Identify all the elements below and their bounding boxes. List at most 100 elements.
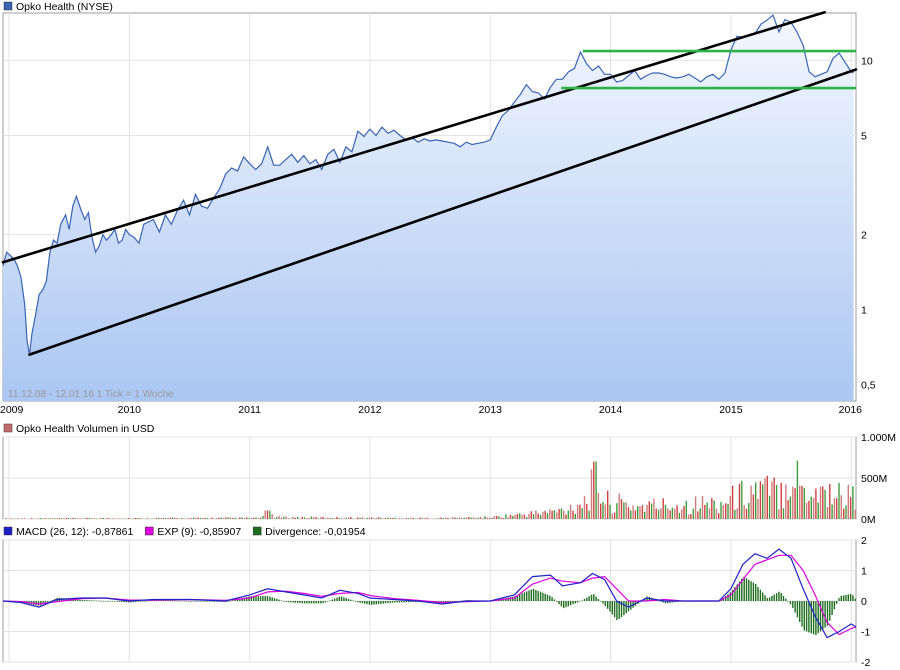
divergence-bar [165, 600, 167, 601]
divergence-bar [514, 596, 516, 601]
divergence-bar [787, 601, 789, 602]
volume-bar [246, 517, 248, 519]
volume-bar [669, 510, 671, 519]
macd-legend-swatch [252, 526, 262, 536]
volume-bar [5, 518, 7, 519]
divergence-bar [734, 587, 736, 601]
volume-bar [197, 517, 199, 519]
volume-bar [586, 503, 588, 519]
x-tick-label: 2009 [0, 404, 24, 416]
volume-bar [641, 505, 644, 519]
volume-bar [454, 517, 456, 519]
volume-bar [21, 518, 23, 519]
volume-bar [736, 508, 738, 519]
divergence-bar [667, 601, 669, 604]
divergence-bar [188, 601, 190, 602]
volume-bar [833, 498, 836, 519]
volume-bar [687, 514, 690, 519]
divergence-bar [197, 601, 199, 602]
volume-bar [766, 475, 768, 519]
volume-bar [532, 514, 535, 519]
volume-bar [815, 488, 817, 519]
volume-bar [748, 502, 750, 519]
divergence-bar [317, 601, 320, 604]
y-tick-label: 10 [861, 55, 873, 67]
volume-bar [206, 518, 209, 519]
divergence-bar [343, 597, 345, 601]
price-area-fill [3, 15, 854, 401]
volume-bar [787, 500, 789, 519]
divergence-bar [211, 601, 213, 602]
divergence-bar [243, 597, 246, 601]
divergence-bar [135, 601, 137, 602]
divergence-bar [556, 601, 558, 602]
volume-bar [169, 517, 172, 519]
volume-bar [743, 505, 745, 519]
divergence-bar [725, 596, 727, 601]
divergence-bar [359, 601, 361, 603]
divergence-bar [620, 601, 623, 618]
divergence-bar [454, 601, 456, 602]
volume-bar [530, 511, 532, 519]
divergence-bar [350, 599, 352, 601]
divergence-bar [262, 596, 264, 601]
divergence-bar [600, 601, 602, 602]
volume-bar [780, 482, 782, 519]
y-tick-label: 1 [861, 305, 867, 317]
volume-bar [681, 509, 683, 519]
volume-bar [535, 510, 537, 519]
divergence-bar [736, 584, 738, 601]
volume-bar [810, 496, 812, 519]
macd-legend: MACD (26, 12): -0,87861 EXP (9): -0,85907… [3, 526, 366, 538]
volume-bar [509, 514, 512, 519]
volume-bar [752, 494, 755, 519]
divergence-bar [398, 601, 401, 603]
volume-bar [627, 507, 630, 519]
divergence-bar [49, 601, 51, 602]
volume-bar [331, 518, 333, 519]
divergence-bar [141, 601, 144, 602]
volume-bar [438, 518, 440, 519]
divergence-bar [456, 601, 458, 602]
volume-bar [310, 516, 313, 519]
volume-bar [674, 508, 676, 519]
divergence-bar [405, 601, 408, 603]
volume-bar [812, 498, 815, 519]
divergence-bar [114, 601, 116, 602]
volume-bar [313, 517, 315, 519]
divergence-bar [373, 601, 375, 605]
divergence-bar [167, 600, 169, 601]
divergence-bar [745, 578, 748, 601]
volume-bar [17, 518, 19, 519]
volume-bar [701, 495, 704, 519]
divergence-bar [671, 601, 674, 603]
volume-bar [343, 518, 345, 519]
volume-bar [491, 517, 493, 519]
volume-bars [5, 460, 856, 519]
volume-bar [84, 518, 86, 519]
volume-bar [329, 518, 331, 519]
volume-bar [565, 514, 567, 519]
divergence-bar [574, 601, 576, 604]
volume-bar [373, 518, 375, 519]
volume-bar [202, 518, 204, 519]
y-tick-label: 1 [861, 566, 867, 578]
macd-legend-label: MACD (26, 12): -0,87861 [16, 526, 133, 538]
volume-bar [725, 503, 727, 519]
volume-bar [248, 518, 250, 519]
x-tick-label: 2010 [118, 404, 142, 416]
volume-bar [472, 517, 475, 519]
volume-bar [498, 516, 500, 519]
volume-bar [840, 495, 842, 519]
volume-bar [630, 510, 632, 519]
volume-bar [380, 517, 382, 519]
divergence-bar [206, 601, 209, 602]
divergence-bar [576, 601, 579, 603]
volume-bar [685, 500, 687, 519]
divergence-bar [239, 598, 241, 601]
volume-bar [785, 484, 787, 519]
divergence-bar [234, 599, 236, 601]
divergence-bar [593, 594, 595, 601]
volume-bar [58, 518, 60, 519]
divergence-bar [213, 601, 215, 602]
